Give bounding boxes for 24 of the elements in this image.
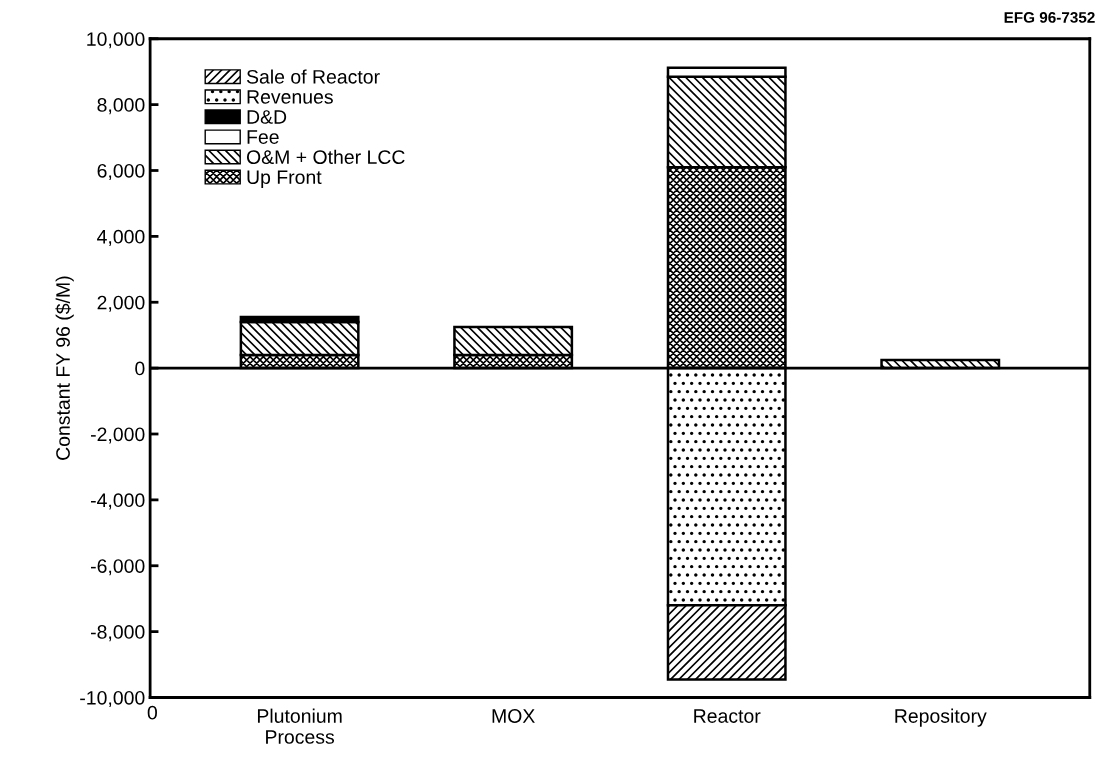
legend-label: O&M + Other LCC (246, 149, 405, 164)
y-tick-label: -10,000 (80, 690, 145, 708)
legend-label: Sale of Reactor (246, 69, 380, 84)
text: EFG 96-7352 (1004, 12, 1095, 23)
legend-label: D&D (247, 110, 287, 124)
y-tick-label: -4,000 (90, 493, 145, 510)
y-tick-label: 4,000 (97, 229, 145, 246)
y-tick-label: 0 (135, 361, 145, 376)
text: 0 (147, 705, 157, 720)
y-tick-label: -8,000 (90, 625, 145, 642)
y-tick-label: 6,000 (97, 163, 145, 181)
legend-label: Fee (247, 130, 279, 144)
x-tick-label: MOX (492, 709, 535, 723)
y-tick-label: 2,000 (97, 295, 145, 312)
y-tick-label: 8,000 (97, 98, 145, 115)
y-tick-label: 10,000 (87, 32, 145, 49)
x-tick-label: Reactor (694, 709, 761, 723)
legend-label: Revenues (247, 90, 333, 104)
y-tick-label: -6,000 (90, 559, 145, 576)
x-tick-label: Plutonium Process (257, 708, 342, 744)
y-axis-title: Constant FY 96 ($/M) (55, 276, 74, 460)
y-tick-label: -2,000 (90, 427, 145, 444)
x-tick-label: Repository (895, 708, 987, 727)
legend-label: Up Front (247, 170, 322, 188)
